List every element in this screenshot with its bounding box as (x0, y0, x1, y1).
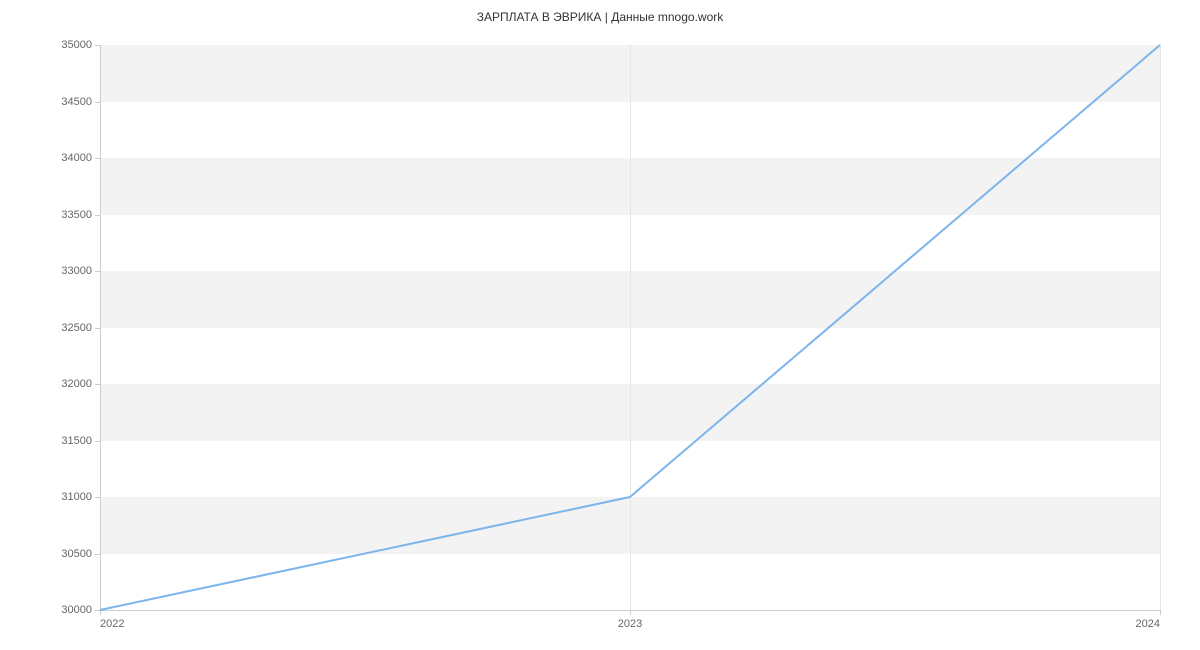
y-tick-label: 34000 (61, 152, 92, 164)
x-gridline (1160, 45, 1161, 610)
y-tick-label: 32500 (61, 322, 92, 334)
x-tick-label: 2023 (618, 618, 642, 630)
chart-title: ЗАРПЛАТА В ЭВРИКА | Данные mnogo.work (0, 10, 1200, 24)
y-tick-label: 32000 (61, 378, 92, 390)
y-tick-label: 33500 (61, 209, 92, 221)
x-tick-mark (630, 610, 631, 615)
y-tick-label: 33000 (61, 265, 92, 277)
salary-chart: ЗАРПЛАТА В ЭВРИКА | Данные mnogo.work 30… (0, 0, 1200, 650)
x-tick-label: 2024 (1136, 618, 1160, 630)
y-tick-label: 35000 (61, 39, 92, 51)
y-tick-label: 31500 (61, 435, 92, 447)
plot-area: 3000030500310003150032000325003300033500… (100, 45, 1160, 610)
x-tick-mark (1160, 610, 1161, 615)
y-tick-label: 30000 (61, 604, 92, 616)
x-tick-label: 2022 (100, 618, 124, 630)
line-series (100, 45, 1160, 610)
y-tick-label: 30500 (61, 548, 92, 560)
y-tick-label: 34500 (61, 96, 92, 108)
y-tick-label: 31000 (61, 491, 92, 503)
